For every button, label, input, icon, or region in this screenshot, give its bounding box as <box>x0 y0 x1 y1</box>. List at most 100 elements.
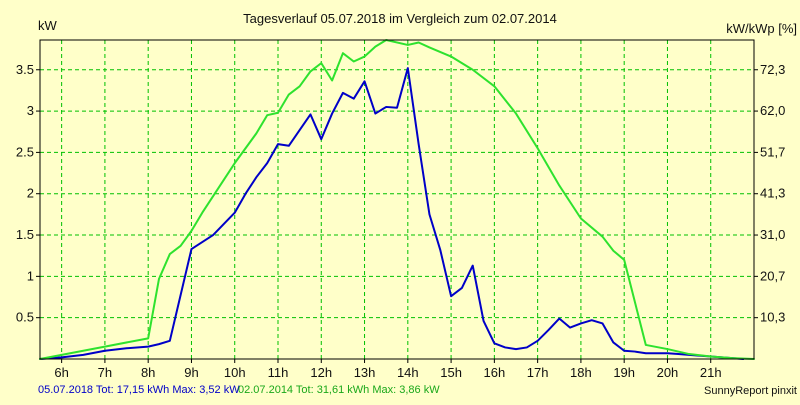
data-point-2018 <box>602 323 604 325</box>
x-tick-label: 7h <box>98 365 112 380</box>
y-tick-label-left: 0.5 <box>16 310 34 325</box>
data-point-2018 <box>310 114 312 116</box>
data-point-2018 <box>677 353 679 355</box>
data-point-2018 <box>331 113 333 115</box>
tick-layer: 6h 7h 8h 9h 10h 11h 12h 13h 14h 15h 16h 17h 18h 19h 20… <box>16 62 785 380</box>
x-tick-label: 20h <box>657 365 679 380</box>
data-point-2018 <box>634 351 636 353</box>
data-point-2018 <box>483 320 485 322</box>
data-point-2018 <box>450 295 452 297</box>
y-tick-label-right: 41,3 <box>760 186 785 201</box>
data-point-2018 <box>656 352 658 354</box>
data-point-2018 <box>245 193 247 195</box>
data-point-2018 <box>667 352 669 354</box>
x-tick-label: 19h <box>613 365 635 380</box>
data-point-2018 <box>61 357 63 359</box>
data-point-2014 <box>158 278 160 280</box>
data-point-2018 <box>504 347 506 349</box>
data-point-2018 <box>169 340 171 342</box>
data-point-2018 <box>82 354 84 356</box>
footer-credit: SunnyReport pinxit <box>704 385 797 397</box>
data-point-2018 <box>645 352 647 354</box>
data-point-2014 <box>429 47 431 49</box>
data-point-2018 <box>494 343 496 345</box>
data-point-2018 <box>277 143 279 145</box>
data-point-2018 <box>396 107 398 109</box>
plot-frame <box>39 39 755 360</box>
data-point-2018 <box>147 346 149 348</box>
x-tick-label: 15h <box>440 365 462 380</box>
data-point-2014 <box>288 94 290 96</box>
data-point-2014 <box>688 353 690 355</box>
x-tick-label: 8h <box>141 365 155 380</box>
y-tick-label-left: 1.5 <box>16 227 34 242</box>
data-point-2014 <box>277 112 279 114</box>
x-tick-label: 14h <box>397 365 419 380</box>
data-point-2018 <box>558 318 560 320</box>
data-point-2014 <box>558 185 560 187</box>
data-point-2018 <box>234 212 236 214</box>
data-point-2014 <box>201 212 203 214</box>
data-point-2014 <box>494 85 496 87</box>
x-tick-label: 16h <box>484 365 506 380</box>
x-tick-label: 6h <box>54 365 68 380</box>
data-point-2018 <box>537 340 539 342</box>
left-axis-label: kW <box>38 18 58 33</box>
data-point-2014 <box>104 346 106 348</box>
chart-title: Tagesverlauf 05.07.2018 im Vergleich zum… <box>243 11 557 26</box>
x-tick-label: 10h <box>224 365 246 380</box>
data-point-2014 <box>299 85 301 87</box>
y-tick-label-right: 72,3 <box>760 62 785 77</box>
data-point-2014 <box>645 344 647 346</box>
data-point-2018 <box>299 129 301 131</box>
y-tick-label-right: 31,0 <box>760 227 785 242</box>
data-point-2014 <box>266 114 268 116</box>
data-point-2014 <box>515 113 517 115</box>
data-point-2014 <box>256 133 258 135</box>
y-tick-label-right: 20,7 <box>760 268 785 283</box>
data-point-2018 <box>548 329 550 331</box>
data-point-2018 <box>288 145 290 147</box>
data-point-2014 <box>537 147 539 149</box>
data-point-2014 <box>613 250 615 252</box>
y-tick-label-left: 1 <box>27 268 34 283</box>
data-point-2018 <box>385 106 387 108</box>
right-axis-label: kW/kWp [%] <box>726 21 797 36</box>
x-tick-label: 11h <box>268 365 289 380</box>
data-point-2018 <box>364 81 366 83</box>
data-point-2018 <box>375 113 377 115</box>
data-point-2014 <box>375 46 377 48</box>
series-line-2014 <box>39 39 755 360</box>
y-tick-label-right: 62,0 <box>760 103 785 118</box>
data-point-2014 <box>602 236 604 238</box>
data-point-2018 <box>353 98 355 100</box>
data-point-2014 <box>342 52 344 54</box>
data-point-2018 <box>418 143 420 145</box>
data-point-2018 <box>104 350 106 352</box>
data-point-2018 <box>158 343 160 345</box>
data-point-2018 <box>256 176 258 178</box>
x-tick-label: 13h <box>354 365 376 380</box>
data-point-2014 <box>180 245 182 247</box>
data-point-2018 <box>461 287 463 289</box>
y-tick-label-left: 2.5 <box>16 144 34 159</box>
data-point-2018 <box>320 138 322 140</box>
data-point-2018 <box>515 348 517 350</box>
data-point-2018 <box>126 347 128 349</box>
data-point-2018 <box>580 323 582 325</box>
data-point-2018 <box>591 319 593 321</box>
data-point-2018 <box>439 249 441 251</box>
series-layer <box>39 39 755 360</box>
x-tick-label: 12h <box>310 365 332 380</box>
x-tick-label: 21h <box>700 365 722 380</box>
data-point-2018 <box>569 327 571 329</box>
data-point-2018 <box>407 67 409 69</box>
y-tick-label-right: 51,7 <box>760 144 785 159</box>
footer-series-2014: 02.07.2014 Tot: 31,61 kWh Max: 3,86 kW <box>238 384 440 396</box>
data-point-2014 <box>364 56 366 58</box>
data-point-2014 <box>407 44 409 46</box>
data-point-2018 <box>472 265 474 267</box>
y-tick-label-left: 3.5 <box>16 62 34 77</box>
